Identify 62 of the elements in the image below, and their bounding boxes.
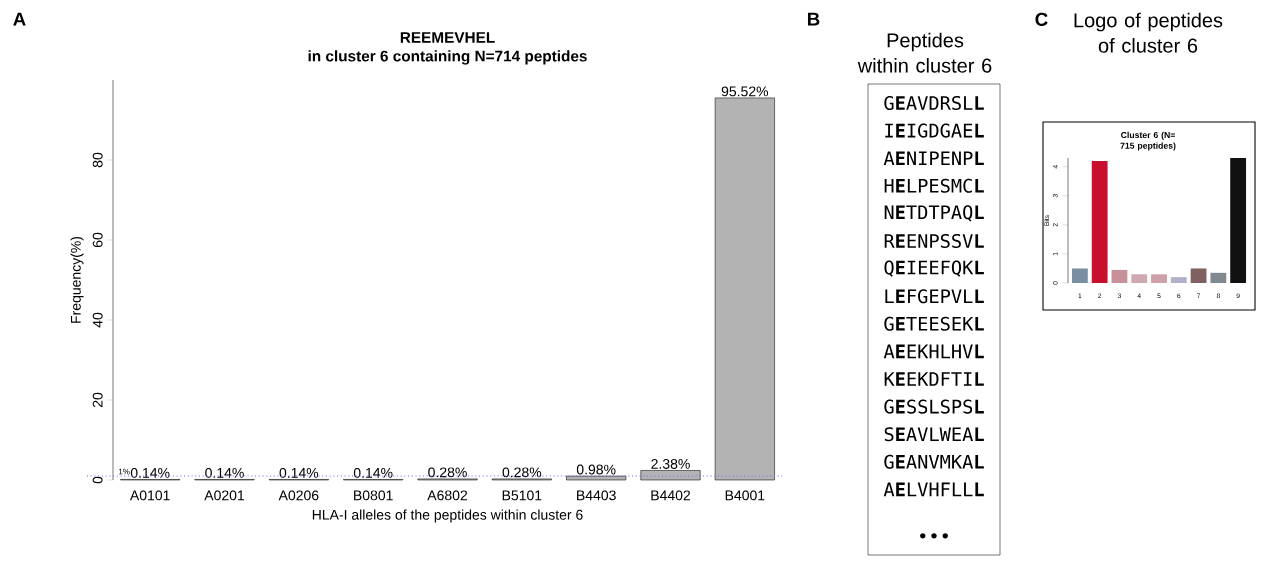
text: ••• [920, 533, 948, 539]
bar [1170, 277, 1187, 283]
bar [1190, 268, 1207, 283]
text: NETDTPAQL [884, 205, 984, 222]
data-label: 0.14% [205, 467, 244, 478]
text: LEFGEPVLL [885, 289, 984, 304]
chart-subtitle: in cluster 6 containing N=714 peptides [308, 50, 587, 65]
chart-title: Logo of peptides of cluster 6 [1074, 12, 1223, 53]
text: GETEESEKL [884, 316, 984, 331]
text: QEIEEFQKL [884, 260, 984, 277]
x-tick-label: A6802 [427, 490, 468, 501]
data-label: 0.14% [353, 467, 393, 478]
bar [1151, 274, 1167, 283]
text: HELPESMCL [884, 178, 984, 193]
x-tick-label: B4403 [577, 490, 616, 501]
bar [1210, 272, 1227, 283]
x-tick-label: B4402 [651, 490, 691, 501]
x-tick-label: A0201 [204, 490, 245, 501]
data-label: 0.28% [502, 467, 542, 478]
y-tick-label: 60 [92, 232, 103, 248]
bar [1091, 160, 1108, 283]
bar [1071, 268, 1088, 283]
x-tick-label: B0801 [354, 490, 393, 501]
x-axis-title: HLA-I alleles of the peptides within cluster 6 [312, 509, 583, 523]
data-label: 0.14% [279, 467, 319, 478]
x-tick-label: A0206 [278, 490, 319, 501]
bar [1131, 274, 1148, 283]
y-tick-label: 40 [92, 312, 103, 328]
text: REENPSSVL [884, 233, 984, 249]
chart-subtitle: Cluster 6 (N= 715 peptides) [1120, 131, 1176, 151]
y-tick-label: 0 [92, 476, 103, 484]
bar [1230, 158, 1247, 283]
data-label: 0.98% [576, 464, 616, 475]
text: SEAVLWEAL [884, 427, 984, 442]
bar [640, 470, 701, 481]
y-tick-label: 80 [92, 152, 103, 168]
text: AELVHFLLL [883, 482, 984, 497]
chart-title: REEMEVHEL [400, 32, 495, 43]
text: KEEKDFTIL [884, 372, 984, 386]
ref-line-label: 1% [118, 468, 130, 475]
y-axis-title: Frequency(%) [70, 236, 84, 323]
x-tick-label: B4001 [725, 490, 765, 501]
text: A [13, 12, 26, 26]
text: C [1035, 12, 1048, 26]
bar [714, 97, 775, 481]
text: Peptides within cluster 6 [857, 32, 992, 73]
data-label: 0.14% [130, 467, 170, 478]
text: AEEKHLHVL [883, 344, 984, 359]
text: GEAVDRSLL [884, 95, 984, 111]
text: IEIGDGAEL [885, 123, 984, 138]
bar [1111, 269, 1128, 283]
text: GESSLSPSL [884, 399, 984, 414]
text: AENIPENPL [883, 151, 984, 165]
x-tick-label: A0101 [129, 490, 170, 501]
text: GEANVMKAL [884, 454, 984, 469]
data-label: 95.52% [721, 86, 769, 97]
y-tick-label: 20 [92, 392, 103, 408]
bar [566, 475, 627, 481]
text: B [807, 12, 820, 26]
data-label: 2.38% [651, 458, 690, 469]
x-tick-label: B5101 [502, 490, 542, 501]
data-label: 0.28% [428, 467, 467, 478]
